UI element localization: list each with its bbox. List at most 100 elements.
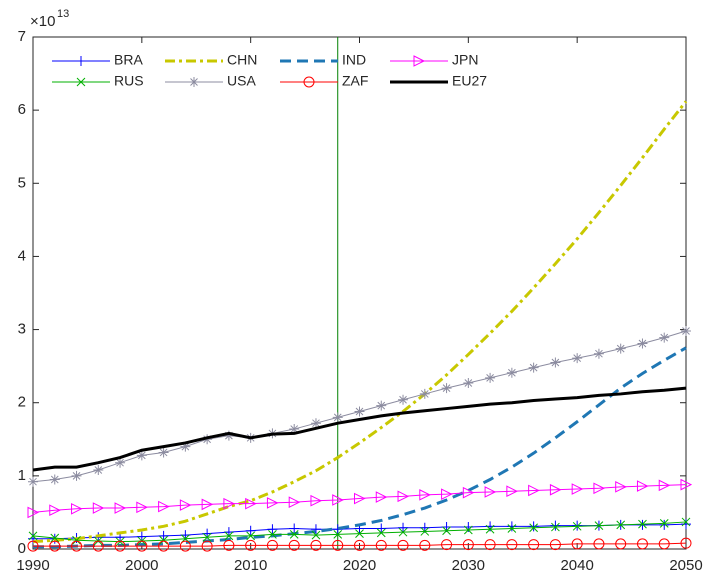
legend-label: USA [227, 73, 256, 89]
marker [441, 383, 452, 394]
marker [92, 502, 105, 514]
marker [413, 55, 426, 67]
marker [441, 539, 453, 551]
marker [49, 474, 60, 485]
marker [441, 488, 453, 500]
marker [658, 538, 670, 550]
marker [637, 338, 648, 349]
marker [551, 522, 560, 532]
marker [76, 77, 86, 87]
marker [136, 540, 148, 552]
marker [71, 470, 82, 481]
marker [507, 524, 517, 533]
marker [397, 490, 410, 503]
marker [638, 519, 647, 529]
marker [506, 521, 517, 532]
marker [289, 523, 300, 534]
marker [593, 348, 604, 359]
legend-label: CHN [227, 52, 257, 68]
legend-label: JPN [452, 52, 478, 68]
series-line [32, 100, 688, 544]
marker [659, 332, 670, 343]
marker [310, 524, 321, 535]
marker [398, 527, 408, 537]
marker [397, 539, 409, 551]
marker [659, 519, 670, 530]
marker [571, 483, 584, 495]
marker [71, 540, 83, 552]
marker [136, 531, 147, 542]
marker [28, 531, 38, 541]
marker [354, 492, 366, 505]
marker [332, 494, 344, 506]
marker [49, 504, 61, 517]
legend-label: EU27 [452, 73, 487, 89]
marker [680, 478, 693, 491]
marker [180, 441, 191, 452]
marker [376, 400, 387, 411]
marker [419, 489, 431, 501]
legend-label: RUS [114, 73, 144, 89]
exponent-power: 13 [57, 8, 69, 20]
marker [354, 539, 365, 551]
marker [528, 539, 540, 551]
marker [355, 529, 364, 538]
marker [419, 388, 430, 399]
marker [636, 538, 648, 550]
marker [303, 76, 315, 88]
marker [310, 418, 321, 429]
marker [658, 479, 671, 492]
marker [528, 484, 540, 497]
marker [354, 406, 365, 417]
x-tick-label: 2050 [669, 557, 702, 574]
legend-label: BRA [114, 52, 143, 68]
x-tick-label: 2030 [452, 557, 485, 574]
marker [266, 539, 278, 551]
exponent-base: ×10 [30, 13, 55, 30]
marker [245, 497, 257, 510]
marker [179, 540, 191, 552]
marker [289, 530, 299, 539]
marker [246, 531, 256, 541]
marker [114, 540, 126, 552]
marker [398, 522, 409, 533]
marker [288, 496, 301, 508]
marker [571, 538, 583, 550]
marker [189, 77, 199, 87]
y-tick-label: 6 [18, 101, 26, 118]
y-tick-label: 2 [18, 394, 26, 411]
marker [158, 530, 169, 541]
legend-label: ZAF [342, 73, 368, 89]
marker [529, 523, 538, 533]
marker [484, 539, 496, 551]
marker [463, 377, 474, 388]
y-tick-label: 4 [18, 247, 26, 264]
y-tick-label: 5 [18, 174, 26, 191]
marker [71, 502, 83, 515]
marker [506, 367, 517, 378]
marker [115, 457, 126, 468]
y-tick-label: 1 [18, 467, 26, 484]
marker [485, 372, 496, 383]
marker [376, 528, 386, 538]
legend-label: IND [342, 52, 366, 68]
marker [158, 500, 170, 513]
marker [114, 502, 127, 514]
marker [223, 497, 236, 510]
x-tick-label: 2010 [234, 557, 267, 574]
series-line [33, 346, 687, 549]
marker [179, 499, 192, 511]
marker [593, 538, 605, 550]
marker [616, 520, 626, 530]
marker [136, 501, 148, 514]
x-tick-label: 2000 [125, 557, 158, 574]
marker [637, 519, 648, 530]
marker [115, 537, 125, 547]
marker [245, 525, 256, 536]
y-tick-label: 7 [18, 28, 26, 45]
marker [50, 533, 60, 543]
marker [311, 530, 321, 540]
marker [310, 494, 323, 507]
marker [463, 525, 473, 535]
marker [92, 540, 104, 552]
